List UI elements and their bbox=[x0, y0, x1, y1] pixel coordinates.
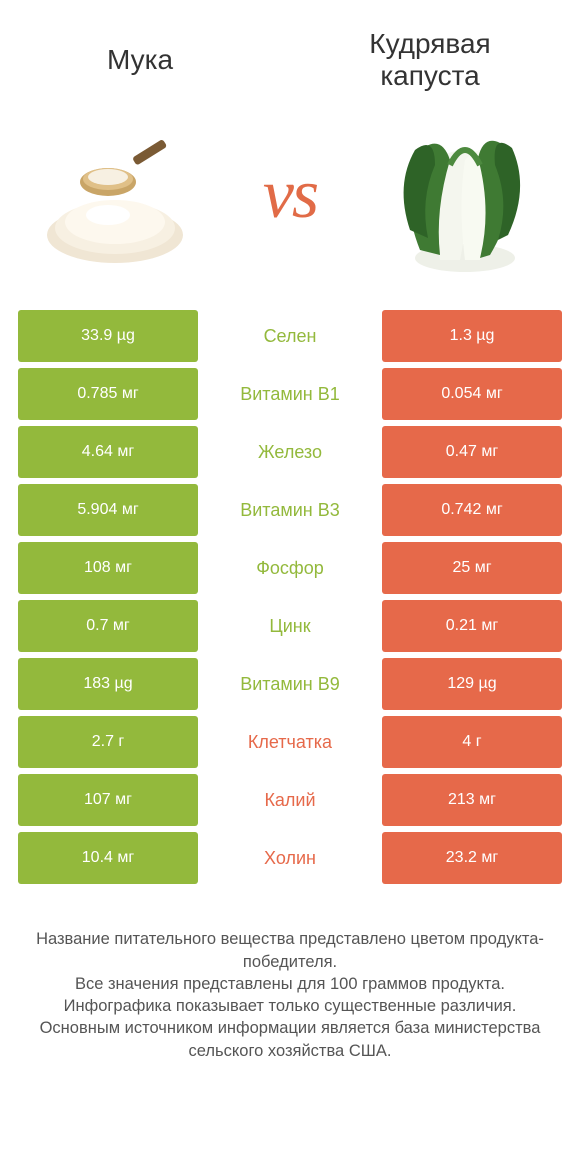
right-product-title: Кудрявая капуста bbox=[320, 28, 540, 92]
footer-line: Все значения представлены для 100 граммо… bbox=[30, 973, 550, 995]
table-row: 0.7 мгЦинк0.21 мг bbox=[18, 600, 562, 652]
right-value-cell: 4 г bbox=[382, 716, 562, 768]
footer-line: Название питательного вещества представл… bbox=[30, 928, 550, 973]
nutrient-label: Железо bbox=[198, 426, 382, 478]
table-row: 183 µgВитамин B9129 µg bbox=[18, 658, 562, 710]
table-row: 5.904 мгВитамин B30.742 мг bbox=[18, 484, 562, 536]
right-value-cell: 129 µg bbox=[382, 658, 562, 710]
table-row: 108 мгФосфор25 мг bbox=[18, 542, 562, 594]
left-value-cell: 5.904 мг bbox=[18, 484, 198, 536]
infographic-container: Мука Кудрявая капуста vs bbox=[0, 0, 580, 1062]
comparison-table: 33.9 µgСелен1.3 µg 0.785 мгВитамин B10.05… bbox=[0, 310, 580, 884]
left-value-cell: 10.4 мг bbox=[18, 832, 198, 884]
left-product-image bbox=[30, 110, 200, 280]
right-value-cell: 0.054 мг bbox=[382, 368, 562, 420]
left-value-cell: 0.7 мг bbox=[18, 600, 198, 652]
left-value-cell: 108 мг bbox=[18, 542, 198, 594]
right-value-cell: 0.21 мг bbox=[382, 600, 562, 652]
table-row: 2.7 гКлетчатка4 г bbox=[18, 716, 562, 768]
left-value-cell: 2.7 г bbox=[18, 716, 198, 768]
header: Мука Кудрявая капуста bbox=[0, 0, 580, 100]
nutrient-label: Селен bbox=[198, 310, 382, 362]
images-row: vs bbox=[0, 100, 580, 310]
footer-line: Инфографика показывает только существенн… bbox=[30, 995, 550, 1017]
table-row: 107 мгКалий213 мг bbox=[18, 774, 562, 826]
nutrient-label: Холин bbox=[198, 832, 382, 884]
footer-line: Основным источником информации является … bbox=[30, 1017, 550, 1062]
nutrient-label: Цинк bbox=[198, 600, 382, 652]
right-product-image bbox=[380, 110, 550, 280]
right-value-cell: 213 мг bbox=[382, 774, 562, 826]
table-row: 33.9 µgСелен1.3 µg bbox=[18, 310, 562, 362]
right-value-cell: 0.47 мг bbox=[382, 426, 562, 478]
vs-label: vs bbox=[263, 155, 317, 235]
left-value-cell: 183 µg bbox=[18, 658, 198, 710]
left-value-cell: 33.9 µg bbox=[18, 310, 198, 362]
table-row: 10.4 мгХолин23.2 мг bbox=[18, 832, 562, 884]
nutrient-label: Витамин B3 bbox=[198, 484, 382, 536]
right-value-cell: 25 мг bbox=[382, 542, 562, 594]
left-value-cell: 0.785 мг bbox=[18, 368, 198, 420]
nutrient-label: Калий bbox=[198, 774, 382, 826]
right-value-cell: 1.3 µg bbox=[382, 310, 562, 362]
right-value-cell: 0.742 мг bbox=[382, 484, 562, 536]
left-product-title: Мука bbox=[40, 44, 240, 76]
nutrient-label: Витамин B1 bbox=[198, 368, 382, 420]
table-row: 4.64 мгЖелезо0.47 мг bbox=[18, 426, 562, 478]
left-value-cell: 107 мг bbox=[18, 774, 198, 826]
nutrient-label: Фосфор bbox=[198, 542, 382, 594]
nutrient-label: Витамин B9 bbox=[198, 658, 382, 710]
table-row: 0.785 мгВитамин B10.054 мг bbox=[18, 368, 562, 420]
footer-notes: Название питательного вещества представл… bbox=[0, 890, 580, 1062]
left-value-cell: 4.64 мг bbox=[18, 426, 198, 478]
right-value-cell: 23.2 мг bbox=[382, 832, 562, 884]
nutrient-label: Клетчатка bbox=[198, 716, 382, 768]
